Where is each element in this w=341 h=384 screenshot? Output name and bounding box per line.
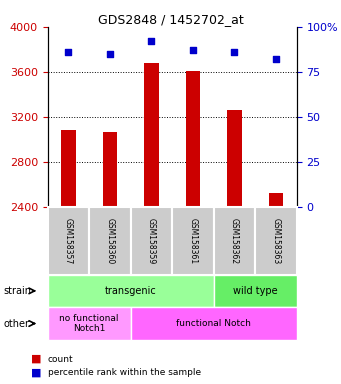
Text: transgenic: transgenic <box>105 286 157 296</box>
Bar <box>227 110 242 207</box>
Text: count: count <box>48 354 73 364</box>
Bar <box>61 129 76 207</box>
Text: GSM158363: GSM158363 <box>271 218 280 264</box>
Text: strain: strain <box>3 286 31 296</box>
Text: GSM158359: GSM158359 <box>147 218 156 264</box>
Text: percentile rank within the sample: percentile rank within the sample <box>48 368 201 377</box>
Point <box>66 49 71 55</box>
Bar <box>186 71 200 207</box>
Bar <box>144 63 159 207</box>
Text: GDS2848 / 1452702_at: GDS2848 / 1452702_at <box>98 13 243 26</box>
Bar <box>48 207 89 275</box>
Point <box>107 51 113 57</box>
Bar <box>214 275 297 307</box>
Bar <box>48 275 214 307</box>
Bar <box>89 207 131 275</box>
Text: functional Notch: functional Notch <box>176 319 251 328</box>
Text: GSM158362: GSM158362 <box>230 218 239 264</box>
Bar <box>131 307 297 340</box>
Text: no functional
Notch1: no functional Notch1 <box>59 314 119 333</box>
Text: wild type: wild type <box>233 286 278 296</box>
Point <box>190 47 196 53</box>
Bar <box>48 307 131 340</box>
Text: GSM158361: GSM158361 <box>189 218 197 264</box>
Point <box>232 49 237 55</box>
Bar <box>103 132 117 207</box>
Bar <box>131 207 172 275</box>
Text: GSM158357: GSM158357 <box>64 218 73 264</box>
Bar <box>172 207 214 275</box>
Bar <box>255 207 297 275</box>
Bar <box>269 193 283 207</box>
Point <box>273 56 279 63</box>
Text: ■: ■ <box>31 367 41 377</box>
Text: other: other <box>3 318 29 329</box>
Text: GSM158360: GSM158360 <box>105 218 115 264</box>
Point <box>149 38 154 45</box>
Text: ■: ■ <box>31 354 41 364</box>
Bar <box>214 207 255 275</box>
